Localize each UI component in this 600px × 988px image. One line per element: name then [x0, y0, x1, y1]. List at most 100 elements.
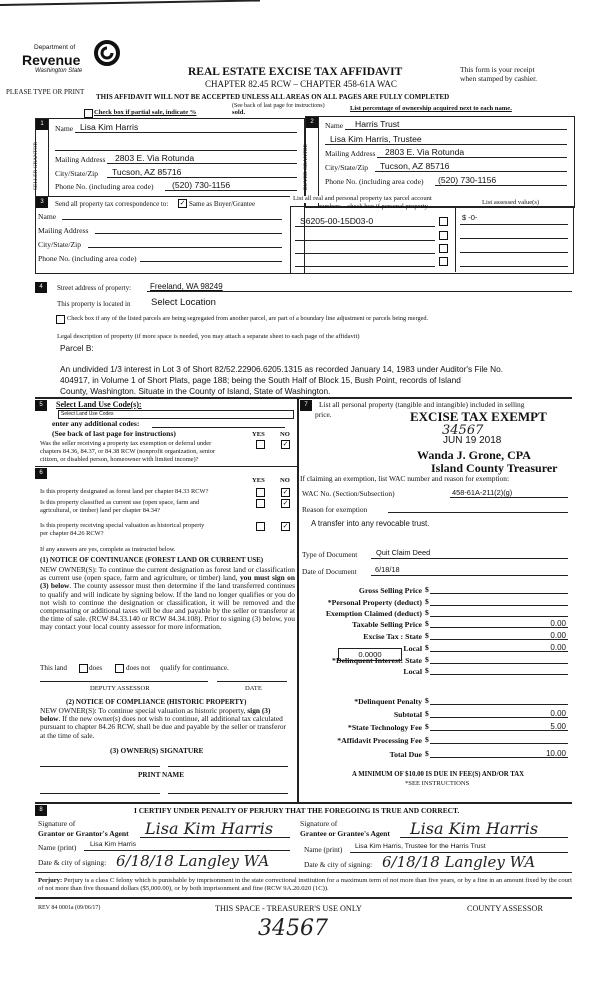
- amount-value[interactable]: 10.00: [545, 749, 566, 758]
- same-as-buyer-checkbox[interactable]: ✓: [178, 199, 187, 208]
- street-address-value[interactable]: Freeland, WA 98249: [150, 282, 223, 291]
- amount-value[interactable]: 0.00: [550, 709, 566, 718]
- amount-line: [430, 593, 568, 594]
- personal-property-checkbox[interactable]: [439, 257, 448, 266]
- owner-signature-line[interactable]: [40, 766, 160, 767]
- assessed-value[interactable]: $ -0-: [462, 213, 478, 222]
- partial-sale-label: Check box if partial sale, indicate %: [94, 109, 197, 116]
- question-text: citizen, or disabled person, homeowner w…: [40, 456, 199, 463]
- stamp-title: Island County Treasurer: [431, 461, 558, 475]
- legal-description[interactable]: 404917, in Volume 1 of Short Plats, page…: [60, 375, 461, 385]
- exemption-yes-checkbox[interactable]: [256, 440, 265, 449]
- amount-value[interactable]: 0.00: [550, 631, 566, 640]
- dollar-sign: $: [425, 631, 429, 640]
- does-checkbox[interactable]: [79, 664, 88, 673]
- grantee-name-value[interactable]: Lisa Kim Harris, Trustee for the Harris …: [355, 843, 486, 850]
- wac-value[interactable]: 458-61A-211(2)(g): [452, 488, 513, 497]
- current-use-yes-checkbox[interactable]: [256, 499, 265, 508]
- corr-phone-field[interactable]: [140, 261, 282, 262]
- deputy-assessor-line[interactable]: [40, 681, 208, 682]
- buyer-name2-value[interactable]: Lisa Kim Harris, Trustee: [330, 134, 422, 144]
- amount-value[interactable]: 5.00: [550, 722, 566, 731]
- dollar-sign: $: [425, 585, 429, 594]
- county-assessor: COUNTY ASSESSOR: [467, 904, 543, 913]
- legal-description[interactable]: Parcel B:: [60, 343, 94, 353]
- owner-signature-line[interactable]: [168, 766, 288, 767]
- grantor-date-city[interactable]: 6/18/18 Langley WA: [116, 852, 270, 870]
- date-line[interactable]: [217, 681, 287, 682]
- receipt-note: This form is your receipt: [460, 65, 535, 74]
- corr-name-field[interactable]: [62, 219, 282, 220]
- question-text: Was the seller receiving a property tax …: [40, 440, 212, 447]
- amount-label: Local: [403, 667, 422, 676]
- historic-yes-checkbox[interactable]: [256, 522, 265, 531]
- field-line: [295, 266, 435, 267]
- buyer-city-value[interactable]: Tucson, AZ 85716: [380, 161, 450, 171]
- print-name-line[interactable]: [168, 793, 288, 794]
- segregated-checkbox[interactable]: [56, 315, 65, 324]
- buyer-mailing-value[interactable]: 2803 E. Via Rotunda: [385, 147, 465, 157]
- label: Date & city of signing:: [304, 860, 373, 869]
- does-not-checkbox[interactable]: [115, 664, 124, 673]
- reason-value[interactable]: A transfer into any revocable trust.: [311, 519, 430, 528]
- field-line: [460, 266, 568, 267]
- notice2-text: NEW OWNER(S): To continue special valuat…: [40, 706, 290, 740]
- amount-value[interactable]: 0.00: [550, 619, 566, 628]
- current-use-no-checkbox[interactable]: ✓: [281, 499, 290, 508]
- dollar-sign: $: [425, 696, 429, 705]
- section-badge: 8: [35, 805, 47, 816]
- exemption-no-checkbox[interactable]: ✓: [281, 440, 290, 449]
- historic-no-checkbox[interactable]: ✓: [281, 522, 290, 531]
- field-line: [295, 253, 435, 254]
- forest-yes-checkbox[interactable]: [256, 488, 265, 497]
- stamp-name: Wanda J. Grone, CPA: [417, 448, 531, 462]
- amount-label: *State Technology Fee: [347, 723, 422, 732]
- buyer-name-value[interactable]: Harris Trust: [355, 119, 400, 129]
- treasurer-use: THIS SPACE - TREASURER'S USE ONLY: [215, 904, 362, 913]
- dollar-sign: $: [425, 722, 429, 731]
- buyer-phone-value[interactable]: (520) 730-1156: [438, 175, 497, 185]
- seller-city-value[interactable]: Tucson, AZ 85716: [112, 167, 182, 177]
- doc-type-value[interactable]: Quit Claim Deed: [376, 548, 431, 557]
- grantor-name-value[interactable]: Lisa Kim Harris: [90, 841, 137, 848]
- stamp-text: EXCISE TAX EXEMPT: [410, 409, 547, 424]
- print-name-line[interactable]: [40, 793, 160, 794]
- partial-sale-checkbox[interactable]: [84, 109, 93, 118]
- legal-description[interactable]: County, Washington. Situate in the Count…: [60, 386, 331, 396]
- location-select[interactable]: Select Location: [151, 297, 216, 308]
- parcel-number[interactable]: S6205-00-15D03-0: [300, 216, 374, 226]
- dollar-sign: $: [425, 666, 429, 675]
- local-rate-field[interactable]: 0.0000: [338, 648, 402, 661]
- forest-no-checkbox[interactable]: ✓: [281, 488, 290, 497]
- divider: [318, 116, 319, 206]
- seller-name-value[interactable]: Lisa Kim Harris: [80, 122, 139, 132]
- label: WAC No. (Section/Subsection): [302, 489, 395, 498]
- land-use-select[interactable]: Select Land Use Codes: [58, 410, 294, 419]
- grantee-date-city[interactable]: 6/18/18 Langley WA: [382, 853, 536, 871]
- label: Name (print): [304, 845, 343, 854]
- personal-property-checkbox[interactable]: [439, 244, 448, 253]
- amount-label: *Personal Property (deduct): [327, 598, 422, 607]
- grantee-signature-line[interactable]: [400, 837, 568, 838]
- personal-property-checkbox[interactable]: [439, 217, 448, 226]
- receipt-note: when stamped by cashier.: [460, 74, 538, 83]
- seller-phone-value[interactable]: (520) 730-1156: [172, 180, 231, 190]
- corr-city-field[interactable]: [88, 247, 282, 248]
- amount-value[interactable]: 0.00: [550, 643, 566, 652]
- seller-mailing-value[interactable]: 2803 E. Via Rotunda: [115, 153, 195, 163]
- corr-mailing-field[interactable]: [95, 233, 282, 234]
- personal-property-checkbox[interactable]: [439, 231, 448, 240]
- additional-codes-field[interactable]: [152, 427, 285, 428]
- doc-date-value[interactable]: 6/18/18: [375, 565, 400, 574]
- question-text: Is this property designated as forest la…: [40, 488, 209, 495]
- label: Legal description of property (if more s…: [57, 333, 360, 340]
- section-badge: 3: [36, 197, 48, 208]
- amount-line: [430, 663, 568, 664]
- field-line: [165, 190, 297, 191]
- field-line: [295, 240, 435, 241]
- label: (3) OWNER(S) SIGNATURE: [110, 746, 204, 755]
- label: City/State/Zip: [55, 169, 99, 178]
- logo-swirl-icon: [94, 40, 120, 66]
- grantor-signature-line[interactable]: [140, 837, 290, 838]
- legal-description[interactable]: An undivided 1/3 interest in Lot 3 of Sh…: [60, 364, 504, 374]
